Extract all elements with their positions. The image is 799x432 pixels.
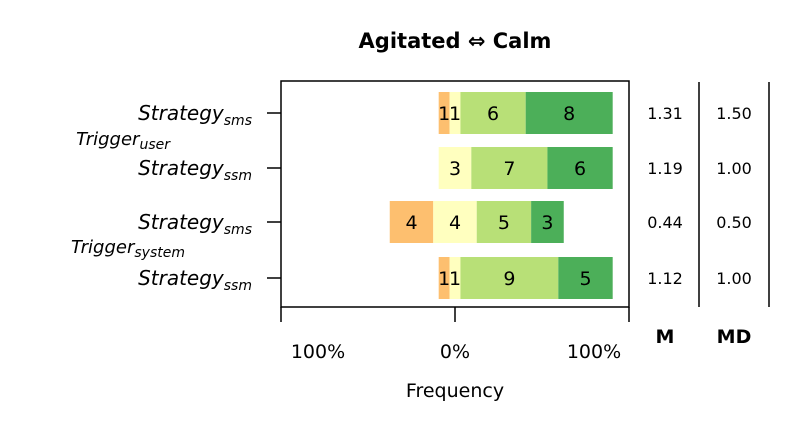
- x-tick-label: 0%: [440, 341, 470, 363]
- segment-count-label: 7: [503, 158, 515, 180]
- group-label: Triggeruser: [76, 129, 171, 153]
- bar-segment: [433, 201, 477, 243]
- bar-segment: [525, 92, 613, 134]
- segment-count-label: 5: [579, 268, 591, 290]
- category-label: Strategysms: [138, 210, 252, 238]
- bar-segment: [449, 92, 461, 134]
- segment-count-label: 1: [449, 103, 461, 125]
- mean-value: 1.12: [647, 269, 683, 288]
- x-tick-label: 100%: [567, 341, 621, 363]
- mean-header: M: [656, 326, 675, 348]
- bar-segment: [558, 257, 613, 299]
- chart-title: Agitated ⇔ Calm: [359, 29, 552, 53]
- segment-count-label: 8: [563, 103, 575, 125]
- segment-count-label: 1: [449, 268, 461, 290]
- bar-segment: [531, 201, 564, 243]
- median-value: 1.00: [716, 159, 752, 178]
- bar-segment: [460, 92, 526, 134]
- x-axis: 100% 0% 100%: [280, 307, 630, 363]
- bar-segment: [438, 92, 450, 134]
- category-label: Strategyssm: [138, 266, 252, 294]
- segment-count-label: 9: [503, 268, 515, 290]
- bar-segment: [460, 257, 559, 299]
- segment-count-label: 4: [449, 212, 461, 234]
- segment-count-label: 1: [438, 103, 450, 125]
- segment-count-label: 1: [438, 268, 450, 290]
- mean-value: 1.31: [647, 104, 683, 123]
- mean-value: 1.19: [647, 159, 683, 178]
- y-labels-layer: Strategysms Strategyssm Strategysms Strateg…: [71, 101, 281, 294]
- segment-count-label: 3: [541, 212, 553, 234]
- bar-segment: [471, 147, 548, 189]
- median-header: MD: [717, 326, 752, 348]
- x-tick-label: 100%: [291, 341, 345, 363]
- segment-count-label: 4: [405, 212, 417, 234]
- bar-segment: [449, 257, 461, 299]
- mean-value: 0.44: [647, 213, 683, 232]
- category-label: Strategyssm: [138, 156, 252, 184]
- bar-segment: [547, 147, 613, 189]
- segment-count-label: 5: [498, 212, 510, 234]
- bar-segment: [438, 147, 472, 189]
- bars-layer: 11 6 83 7 64 4 5 311 9 5: [389, 92, 613, 299]
- median-value: 0.50: [716, 213, 752, 232]
- median-value: 1.00: [716, 269, 752, 288]
- segment-count-label: 3: [449, 158, 461, 180]
- bar-segment: [438, 257, 450, 299]
- stats-layer: 1.31 1.50 1.19 1.00 0.44 0.50 1.12 1.00: [647, 104, 752, 288]
- median-value: 1.50: [716, 104, 752, 123]
- group-label: Triggersystem: [71, 237, 185, 261]
- segment-count-label: 6: [574, 158, 586, 180]
- category-label: Strategysms: [138, 101, 252, 129]
- segment-count-label: 6: [487, 103, 499, 125]
- x-axis-label: Frequency: [406, 380, 504, 402]
- bar-segment: [476, 201, 532, 243]
- bar-segment: [389, 201, 434, 243]
